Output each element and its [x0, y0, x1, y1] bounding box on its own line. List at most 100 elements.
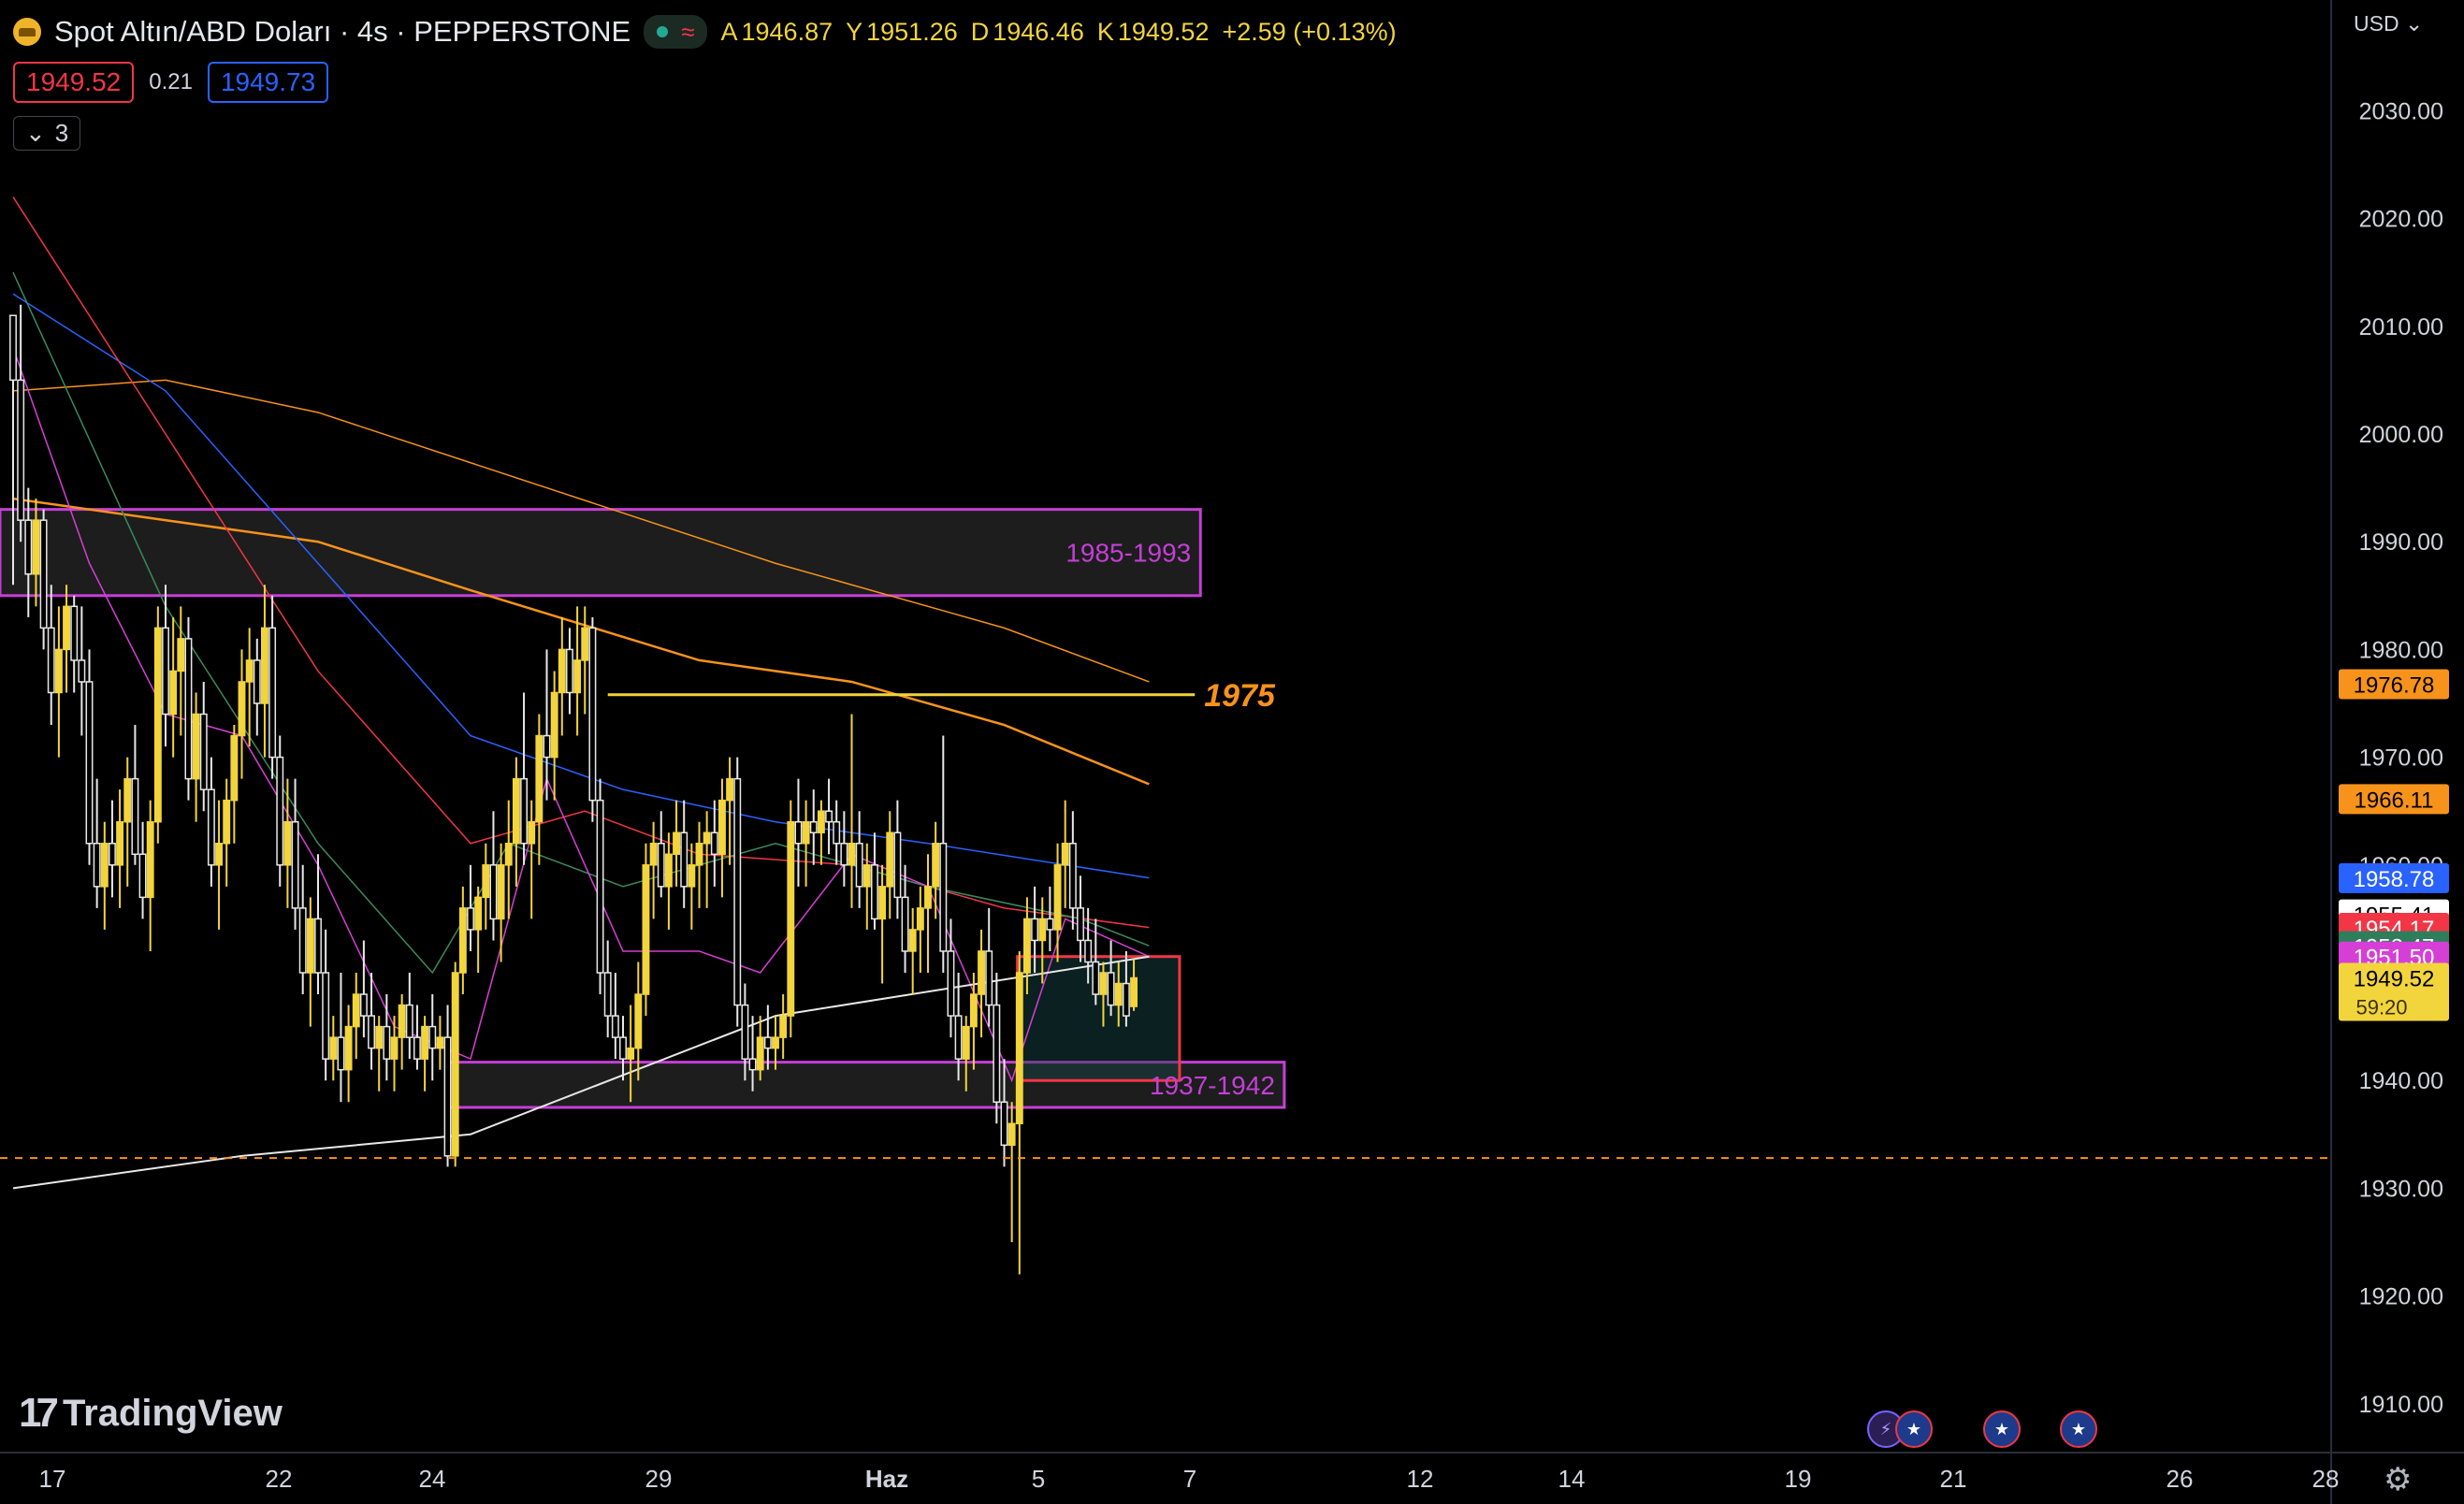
ohlc-low: D 1946.46: [970, 17, 1084, 46]
candle-body: [443, 1036, 452, 1157]
candle-body: [413, 1036, 421, 1060]
candle-body: [223, 799, 231, 845]
candle-body: [939, 843, 948, 952]
currency-label: USD: [2354, 11, 2399, 36]
price-tick-label: 1980.00: [2359, 637, 2443, 663]
us-flag-event-icon[interactable]: ★: [1895, 1410, 1933, 1448]
candle-body: [756, 1036, 764, 1071]
candle-body: [695, 843, 703, 866]
candle-body: [993, 1004, 1001, 1103]
candle-body: [368, 1015, 376, 1049]
price-axis-tag: [2339, 862, 2449, 893]
time-tick-label: 29: [645, 1465, 673, 1493]
candle-body: [138, 853, 147, 899]
candle-body: [253, 659, 261, 704]
candle-body: [772, 1036, 779, 1049]
candle-body: [787, 820, 795, 1017]
sell-price-button[interactable]: 1949.52: [13, 62, 135, 103]
candle-body: [528, 820, 536, 845]
candle-body: [741, 1004, 749, 1060]
time-tick-label: Haz: [865, 1465, 908, 1493]
candle-body: [688, 864, 696, 888]
candle-body: [177, 638, 185, 672]
last-price-value: 1949.52: [2354, 967, 2435, 992]
moving-average-line: [12, 379, 1150, 683]
candle-body: [169, 670, 178, 716]
candle-body: [375, 1025, 384, 1049]
candle-body: [1107, 972, 1115, 1006]
candle-body: [261, 627, 268, 704]
candle-body: [1084, 939, 1093, 963]
candle-body: [871, 864, 878, 920]
candle-body: [581, 627, 589, 661]
candle-body: [809, 820, 818, 833]
candle-body: [245, 659, 254, 683]
candle-body: [78, 659, 86, 683]
price-tick-label: 1990.00: [2359, 529, 2443, 556]
price-tick-label: 1920.00: [2359, 1284, 2443, 1310]
candle-body: [199, 713, 208, 790]
candle-body: [329, 1036, 338, 1060]
candle-body: [116, 820, 124, 866]
candle-body: [291, 820, 299, 909]
candle-body: [54, 648, 63, 694]
candle-body: [1122, 982, 1130, 1017]
candle-body: [649, 843, 658, 866]
candle-body: [93, 843, 101, 888]
us-flag-event-icon[interactable]: ★: [2060, 1410, 2097, 1448]
candle-body: [954, 1015, 963, 1060]
candle-body: [733, 777, 742, 1006]
candle-body: [703, 832, 711, 845]
price-tick-label: 1970.00: [2359, 745, 2443, 772]
candle-body: [1007, 1122, 1016, 1147]
candle-body: [1061, 843, 1069, 866]
candle-body: [878, 886, 887, 920]
candle-body: [550, 691, 558, 759]
chevron-down-icon: ⌄: [2404, 11, 2424, 36]
candle-body: [32, 519, 40, 575]
candle-body: [207, 788, 215, 866]
time-tick-label: 19: [1785, 1465, 1812, 1493]
candle-body: [238, 681, 246, 737]
candle-body: [710, 832, 718, 856]
candle-body: [558, 648, 566, 694]
currency-selector[interactable]: USD ⌄: [2354, 11, 2423, 36]
gold-symbol-icon: [13, 18, 41, 46]
candle-body: [47, 627, 55, 694]
price-axis-tag-text: 1976.78: [2354, 672, 2435, 698]
candle-body: [1000, 1101, 1008, 1147]
candle-body: [901, 896, 909, 952]
moving-average-line: [12, 955, 1150, 1190]
level-label: 1975: [1204, 678, 1276, 714]
market-status-pill[interactable]: ≈: [644, 15, 708, 49]
time-tick-label: 17: [39, 1465, 66, 1493]
candle-body: [657, 843, 665, 888]
candle-body: [566, 648, 573, 694]
candle-body: [497, 864, 505, 920]
candle-body: [70, 605, 79, 661]
buy-price-button[interactable]: 1949.73: [207, 62, 329, 103]
candle-body: [405, 1004, 413, 1038]
us-flag-event-icon[interactable]: ★: [1983, 1410, 2021, 1448]
candle-body: [1023, 918, 1031, 974]
symbol-title[interactable]: Spot Altın/ABD Doları · 4s · PEPPERSTONE: [54, 15, 631, 48]
candle-body: [428, 1025, 437, 1049]
candle-body: [337, 1036, 345, 1071]
time-tick-label: 14: [1558, 1465, 1586, 1493]
candle-body: [17, 379, 25, 521]
time-tick-label: 28: [2312, 1465, 2340, 1493]
price-tick-label: 1940.00: [2359, 1068, 2443, 1094]
candle-body: [63, 605, 70, 651]
last-price-tag: [2339, 962, 2449, 1021]
tradingview-logo[interactable]: 17 TradingView: [19, 1390, 283, 1437]
candle-body: [230, 734, 239, 802]
time-tick-label: 7: [1183, 1465, 1196, 1493]
candle-body: [482, 864, 490, 899]
candle-body: [886, 832, 894, 888]
indicator-row: ⌄ 3: [13, 116, 81, 151]
candle-body: [802, 820, 810, 845]
candle-body: [825, 810, 833, 823]
indicators-toggle-button[interactable]: ⌄ 3: [13, 116, 81, 151]
settings-gear-icon[interactable]: ⚙: [2384, 1462, 2413, 1497]
